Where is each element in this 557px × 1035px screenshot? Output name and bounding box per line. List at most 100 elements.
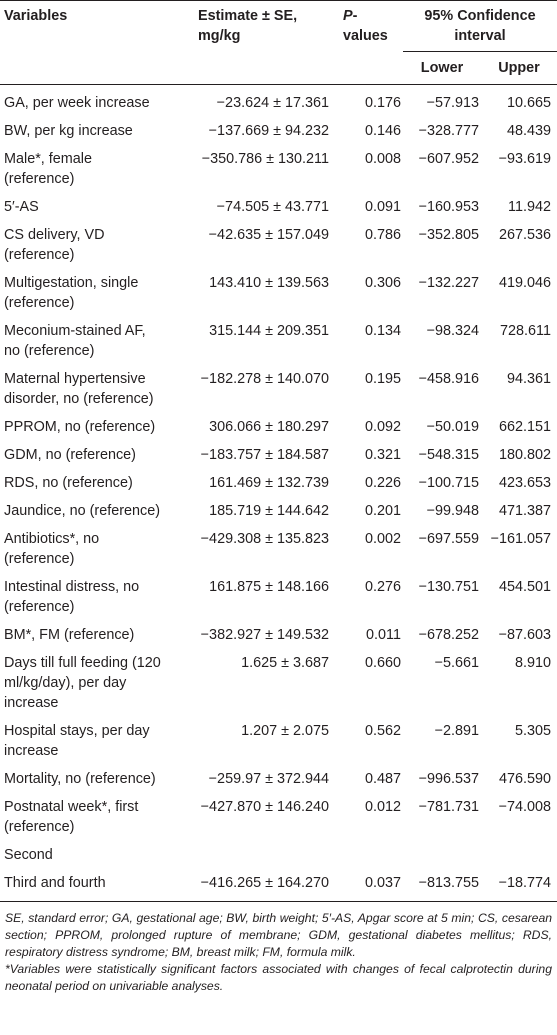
cell-ci-upper: −93.619: [498, 151, 551, 167]
cell-ci-lower: −458.916: [418, 371, 479, 387]
cell-p-value: 0.195: [364, 371, 401, 387]
cell-ci-lower: −5.661: [434, 655, 479, 671]
cell-ci-upper: 423.653: [498, 475, 551, 491]
cell-p-value: 0.786: [364, 227, 401, 243]
cell-ci-upper: 48.439: [506, 123, 551, 139]
cell-ci-upper: 94.361: [506, 371, 551, 387]
cell-ci-upper: 267.536: [498, 227, 551, 243]
table-row: Mortality, no (reference) −259.97 ± 372.9…: [0, 765, 557, 793]
table-row: Multigestation, single (reference) 143.41…: [0, 269, 557, 317]
cell-p-value: 0.176: [364, 95, 401, 111]
table-header: Variables Estimate ± SE, mg/kg P-values …: [0, 0, 557, 85]
cell-ci-upper: 454.501: [498, 579, 551, 595]
cell-estimate: −429.308 ± 135.823: [200, 531, 329, 547]
cell-ci-upper: 180.802: [498, 447, 551, 463]
cell-ci-lower: −160.953: [418, 199, 479, 215]
table-row: GDM, no (reference) −183.757 ± 184.587 0.3…: [0, 441, 557, 469]
cell-p-value: 0.146: [364, 123, 401, 139]
table-row: Maternal hypertensive disorder, no (refe…: [0, 365, 557, 413]
cell-p-value: 0.321: [364, 447, 401, 463]
cell-variable: Second: [4, 847, 53, 863]
cell-ci-lower: −607.952: [418, 151, 479, 167]
cell-estimate: −416.265 ± 164.270: [168, 869, 343, 902]
cell-p-value: 0.562: [364, 723, 401, 739]
cell-variable: Hospital stays, per day increase: [4, 723, 150, 759]
table-row: Postnatal week*, first (reference) −427.8…: [0, 793, 557, 841]
cell-ci-upper: 471.387: [498, 503, 551, 519]
cell-estimate: 185.719 ± 144.642: [209, 503, 329, 519]
header-ci: 95% Confidence interval: [403, 0, 557, 52]
cell-estimate: −427.870 ± 146.240: [200, 799, 329, 815]
cell-estimate: 143.410 ± 139.563: [209, 275, 329, 291]
table-row: Male*, female (reference) −350.786 ± 130.…: [0, 145, 557, 193]
table-row: Jaundice, no (reference) 185.719 ± 144.64…: [0, 497, 557, 525]
table-row: Antibiotics*, no (reference) −429.308 ± 1…: [0, 525, 557, 573]
cell-variable: BW, per kg increase: [4, 123, 133, 139]
cell-ci-upper: 10.665: [506, 95, 551, 111]
cell-ci-lower: −328.777: [418, 123, 479, 139]
cell-variable: Third and fourth: [0, 869, 168, 902]
cell-ci-lower: −99.948: [426, 503, 479, 519]
cell-p-value: 0.037: [343, 869, 403, 902]
cell-ci-upper: [481, 841, 557, 869]
cell-variable: GDM, no (reference): [4, 447, 136, 463]
header-variables: Variables: [0, 0, 168, 85]
cell-ci-upper: −161.057: [490, 531, 551, 547]
cell-p-value: 0.660: [364, 655, 401, 671]
cell-estimate: −42.635 ± 157.049: [208, 227, 329, 243]
cell-estimate: −74.505 ± 43.771: [216, 199, 329, 215]
cell-ci-upper: 476.590: [498, 771, 551, 787]
header-estimate: Estimate ± SE, mg/kg: [168, 0, 343, 85]
cell-p-value: 0.092: [364, 419, 401, 435]
cell-p-value: 0.226: [364, 475, 401, 491]
cell-p-value: 0.008: [364, 151, 401, 167]
cell-ci-lower: −678.252: [418, 627, 479, 643]
cell-ci-upper: 728.611: [500, 323, 551, 339]
table-row: RDS, no (reference) 161.469 ± 132.739 0.22…: [0, 469, 557, 497]
cell-ci-lower: −813.755: [403, 869, 481, 902]
cell-variable: GA, per week increase: [4, 95, 150, 111]
cell-p-value: 0.487: [364, 771, 401, 787]
cell-variable: Male*, female (reference): [4, 151, 92, 187]
cell-p-value: 0.306: [364, 275, 401, 291]
table-body: GA, per week increase −23.624 ± 17.361 0.1…: [0, 85, 557, 902]
cell-ci-lower: −100.715: [418, 475, 479, 491]
cell-ci-lower: [403, 841, 481, 869]
cell-variable: RDS, no (reference): [4, 475, 133, 491]
cell-variable: 5′-AS: [4, 199, 39, 215]
header-p-values: P-values: [343, 0, 403, 85]
cell-estimate: 1.625 ± 3.687: [241, 655, 329, 671]
table-row: Meconium-stained AF, no (reference) 315.1…: [0, 317, 557, 365]
cell-estimate: 161.875 ± 148.166: [209, 579, 329, 595]
cell-variable: PPROM, no (reference): [4, 419, 156, 435]
cell-estimate: −137.669 ± 94.232: [208, 123, 329, 139]
cell-ci-lower: −2.891: [434, 723, 479, 739]
cell-p-value: 0.011: [366, 627, 401, 643]
cell-ci-upper: 419.046: [498, 275, 551, 291]
cell-estimate: 1.207 ± 2.075: [241, 723, 329, 739]
cell-estimate: 315.144 ± 209.351: [209, 323, 329, 339]
cell-ci-upper: 11.942: [508, 199, 551, 215]
cell-ci-lower: −132.227: [418, 275, 479, 291]
cell-p-value: 0.134: [364, 323, 401, 339]
cell-variable: Maternal hypertensive disorder, no (refe…: [4, 371, 154, 407]
cell-variable: Meconium-stained AF, no (reference): [4, 323, 146, 359]
cell-estimate: −259.97 ± 372.944: [208, 771, 329, 787]
cell-ci-lower: −548.315: [418, 447, 479, 463]
footnote-abbreviations: SE, standard error; GA, gestational age;…: [5, 911, 552, 959]
cell-ci-lower: −781.731: [418, 799, 479, 815]
header-p-rest: -values: [343, 8, 388, 44]
cell-estimate: 161.469 ± 132.739: [209, 475, 329, 491]
cell-p-value: 0.012: [364, 799, 401, 815]
cell-variable: BM*, FM (reference): [4, 627, 135, 643]
cell-ci-lower: −50.019: [426, 419, 479, 435]
table-row: Third and fourth −416.265 ± 164.270 0.037−…: [0, 869, 557, 902]
cell-p-value: 0.276: [364, 579, 401, 595]
cell-ci-lower: −98.324: [426, 323, 479, 339]
table-row: BW, per kg increase −137.669 ± 94.232 0.14…: [0, 117, 557, 145]
cell-ci-upper: −87.603: [498, 627, 551, 643]
header-subrow: Lower Upper: [0, 51, 557, 85]
table-footnotes: SE, standard error; GA, gestational age;…: [0, 902, 557, 995]
cell-variable: Mortality, no (reference): [4, 771, 156, 787]
cell-estimate: −382.927 ± 149.532: [200, 627, 329, 643]
